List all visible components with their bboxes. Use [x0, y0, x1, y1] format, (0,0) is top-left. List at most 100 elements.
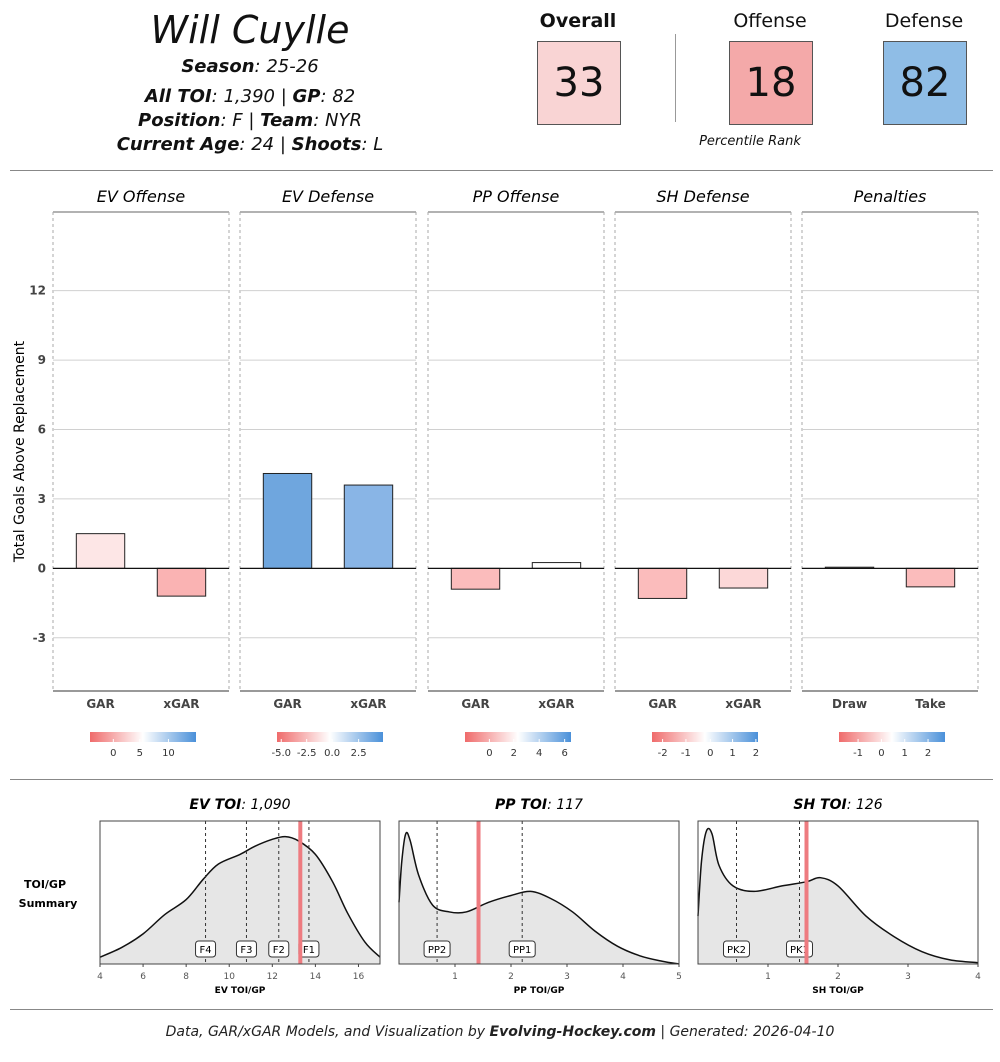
defense-rank-box: 82 — [883, 41, 967, 125]
y-tick-label: 9 — [38, 353, 46, 367]
density-title-value: : 126 — [847, 797, 883, 813]
color-scale-label: 0 — [707, 748, 713, 759]
x-tick-label: 16 — [353, 972, 365, 982]
x-tick-label: xGAR — [350, 697, 386, 711]
marker-label-pk1: PK1 — [790, 945, 809, 956]
x-tick-label: 14 — [310, 972, 322, 982]
bar-xgar — [156, 567, 207, 597]
color-scale-label: 4 — [536, 748, 542, 759]
position-label: Position — [138, 110, 221, 131]
y-tick-label: 0 — [38, 561, 46, 575]
bar-gar — [450, 567, 501, 590]
marker-label-f2: F2 — [273, 945, 285, 956]
x-tick-label: 4 — [620, 972, 626, 982]
age-label: Current Age — [116, 134, 240, 155]
panel-title: SH Defense — [656, 187, 749, 206]
density-title-label: EV TOI — [189, 797, 241, 813]
y-tick-label: 12 — [29, 284, 46, 298]
color-scale-label: -5.0 — [271, 748, 291, 759]
bar-xgar — [343, 484, 394, 569]
bar-gar — [262, 472, 313, 569]
footer: Data, GAR/xGAR Models, and Visualization… — [0, 1024, 1000, 1040]
panel-title: EV Defense — [282, 187, 374, 206]
x-tick-label: 4 — [97, 972, 103, 982]
marker-label-f4: F4 — [199, 945, 211, 956]
player-name: Will Cuylle — [150, 8, 350, 52]
color-scale-label: -2.5 — [297, 748, 317, 759]
density-title-value: : 117 — [547, 797, 583, 813]
season-value: 25-26 — [266, 56, 319, 77]
density-title-label: SH TOI — [793, 797, 846, 813]
color-scale-label: 10 — [162, 748, 175, 759]
x-tick-label: xGAR — [163, 697, 199, 711]
x-tick-label: Take — [915, 697, 946, 711]
overall-rank-box: 33 — [537, 41, 621, 125]
density-area — [698, 828, 978, 964]
color-scale-label: 2 — [925, 748, 931, 759]
density-curve — [398, 831, 680, 965]
density-area — [100, 836, 380, 964]
chart-divider — [10, 779, 993, 780]
team-label: Team — [260, 110, 314, 131]
overall-rank-title: Overall — [539, 10, 617, 32]
color-scale-label: -1 — [853, 748, 863, 759]
marker-label-pp1: PP1 — [513, 945, 531, 956]
offense-rank-title: Offense — [733, 10, 807, 32]
x-tick-label: xGAR — [725, 697, 761, 711]
footer-suffix: | Generated: 2026-04-10 — [655, 1024, 835, 1040]
x-tick-label: xGAR — [538, 697, 574, 711]
color-scale-bar — [277, 732, 383, 742]
shoots-label: Shoots — [291, 134, 362, 155]
density-curve — [697, 827, 979, 964]
color-scale-bar — [652, 732, 758, 742]
toi-value: 1,390 — [223, 86, 275, 107]
density-curve — [99, 835, 381, 958]
color-scale-bar — [465, 732, 571, 742]
x-tick-label: 12 — [267, 972, 278, 982]
gar-bar-chart: Total Goals Above Replacement-3036912EV … — [12, 187, 979, 759]
color-scale-label: -1 — [681, 748, 691, 759]
bar-gar — [75, 533, 126, 569]
density-panel-title: EV TOI: 1,090 — [189, 797, 290, 813]
x-axis-title: PP TOI/GP — [514, 986, 565, 996]
color-scale-label: 0 — [110, 748, 116, 759]
footer-divider — [10, 1009, 993, 1010]
marker-box-f3 — [235, 940, 257, 958]
age-value: 24 — [251, 134, 275, 155]
age-shoots-line: Current Age: 24 | Shoots: L — [116, 134, 384, 155]
panel-title: EV Offense — [97, 187, 186, 206]
x-tick-label: 6 — [140, 972, 146, 982]
color-scale-bar — [90, 732, 196, 742]
toi-gp-line: All TOI: 1,390 | GP: 82 — [144, 86, 356, 107]
color-scale-label: -2 — [658, 748, 668, 759]
density-panel-title: SH TOI: 126 — [793, 797, 882, 813]
gp-value: 82 — [332, 86, 356, 107]
rank-divider — [675, 34, 676, 122]
bar-xgar — [531, 562, 582, 569]
x-tick-label: 5 — [676, 972, 682, 982]
season-label: Season — [181, 56, 255, 77]
x-tick-label: GAR — [648, 697, 676, 711]
color-scale-label: 1 — [902, 748, 908, 759]
bar-take — [905, 567, 956, 588]
x-tick-label: 1 — [765, 972, 771, 982]
density-title-label: PP TOI — [495, 797, 547, 813]
x-tick-label: 2 — [835, 972, 841, 982]
toi-label: All TOI — [144, 86, 212, 107]
panel-title: Penalties — [854, 187, 927, 206]
summary-label-line1: TOI/GP — [24, 878, 66, 891]
density-panel-frame — [398, 820, 680, 965]
percentile-rank-caption: Percentile Rank — [699, 134, 801, 149]
density-title-value: : 1,090 — [241, 797, 290, 813]
shoots-value: L — [373, 134, 384, 155]
team-value: NYR — [324, 110, 362, 131]
marker-box-f2 — [268, 940, 290, 958]
footer-brand: Evolving-Hockey.com — [489, 1024, 656, 1040]
x-tick-label: 3 — [905, 972, 911, 982]
density-panel-frame — [99, 820, 381, 965]
bar-xgar — [718, 567, 769, 589]
density-panel-title: PP TOI: 117 — [495, 797, 583, 813]
x-tick-label: 4 — [975, 972, 981, 982]
color-scale-label: 2 — [511, 748, 517, 759]
density-area — [399, 832, 679, 964]
